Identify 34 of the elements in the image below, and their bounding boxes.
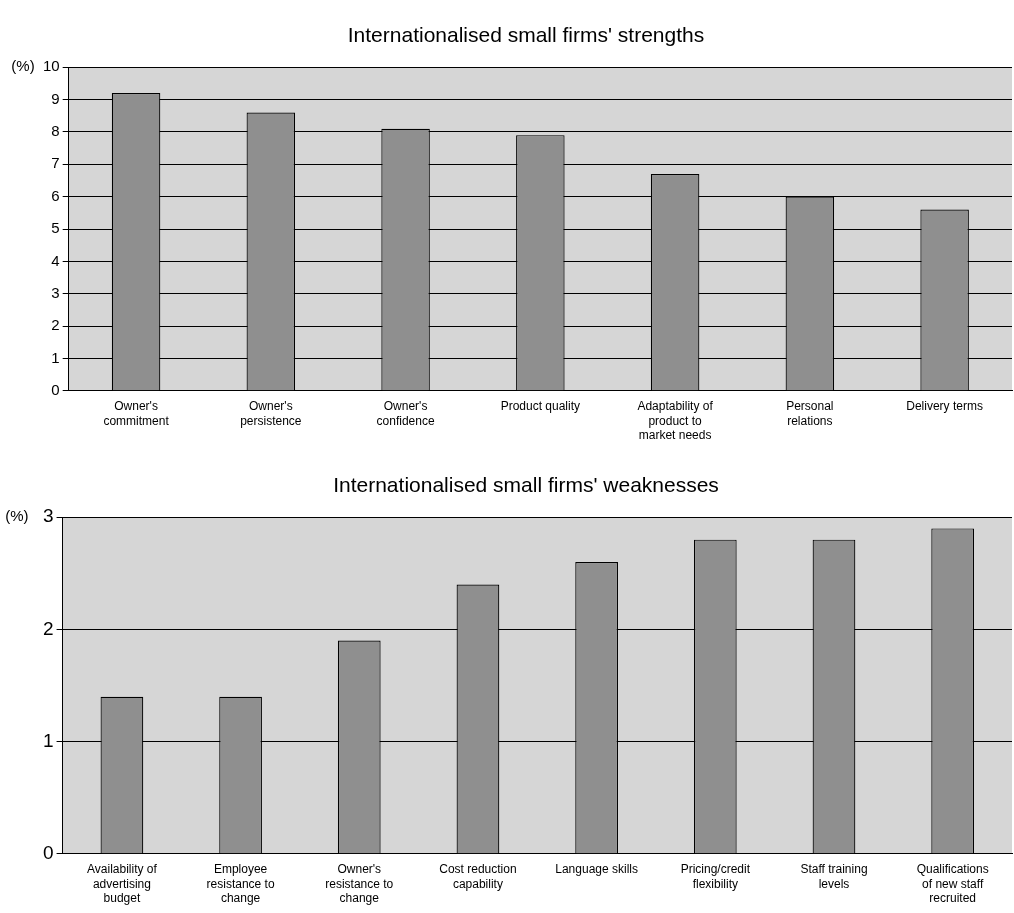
x-tick-label: Owner's persistence [240, 399, 302, 428]
x-tick-label: Cost reduction capability [439, 862, 517, 891]
x-tick-label: Owner's commitment [103, 399, 170, 428]
y-tick-label: 9 [51, 89, 60, 107]
chart-title: Internationalised small firms' weaknesses [333, 473, 719, 497]
x-tick-label: Personal relations [786, 399, 834, 428]
y-tick-label: 0 [51, 380, 60, 398]
y-tick-label: 1 [51, 348, 60, 366]
y-tick-label: 6 [51, 186, 60, 204]
y-tick-label: 2 [42, 617, 54, 639]
y-tick-label: 8 [51, 122, 60, 140]
x-tick-label: Staff training levels [800, 862, 868, 891]
x-tick-label: Owner's confidence [376, 399, 435, 428]
y-tick-label: 3 [51, 283, 60, 301]
x-tick-label: Language skills [555, 862, 638, 877]
x-tick-label: Qualifications of new staff recruited [916, 862, 989, 906]
y-tick-label: 7 [51, 154, 60, 172]
y-axis-title: (%) [11, 57, 35, 75]
x-tick-label: Pricing/credit flexibility [680, 862, 751, 891]
x-tick-label: Delivery terms [906, 399, 983, 414]
x-tick-label: Employee resistance to change [206, 862, 275, 906]
y-tick-label: 3 [42, 505, 54, 527]
y-tick-label: 1 [42, 729, 54, 751]
chart-title: Internationalised small firms' strengths [347, 23, 705, 47]
y-tick-label: 2 [51, 316, 60, 334]
x-tick-label: Owner's resistance to change [325, 862, 394, 906]
y-tick-label: 10 [43, 57, 60, 75]
y-tick-label: 4 [51, 251, 60, 269]
x-tick-label: Adaptability of product to market needs [637, 399, 714, 443]
y-tick-label: 5 [51, 219, 60, 237]
y-axis-title: (%) [5, 507, 29, 525]
y-tick-label: 0 [42, 842, 54, 864]
x-tick-label: Product quality [500, 399, 581, 414]
x-tick-label: Availability of advertising budget [86, 862, 158, 906]
